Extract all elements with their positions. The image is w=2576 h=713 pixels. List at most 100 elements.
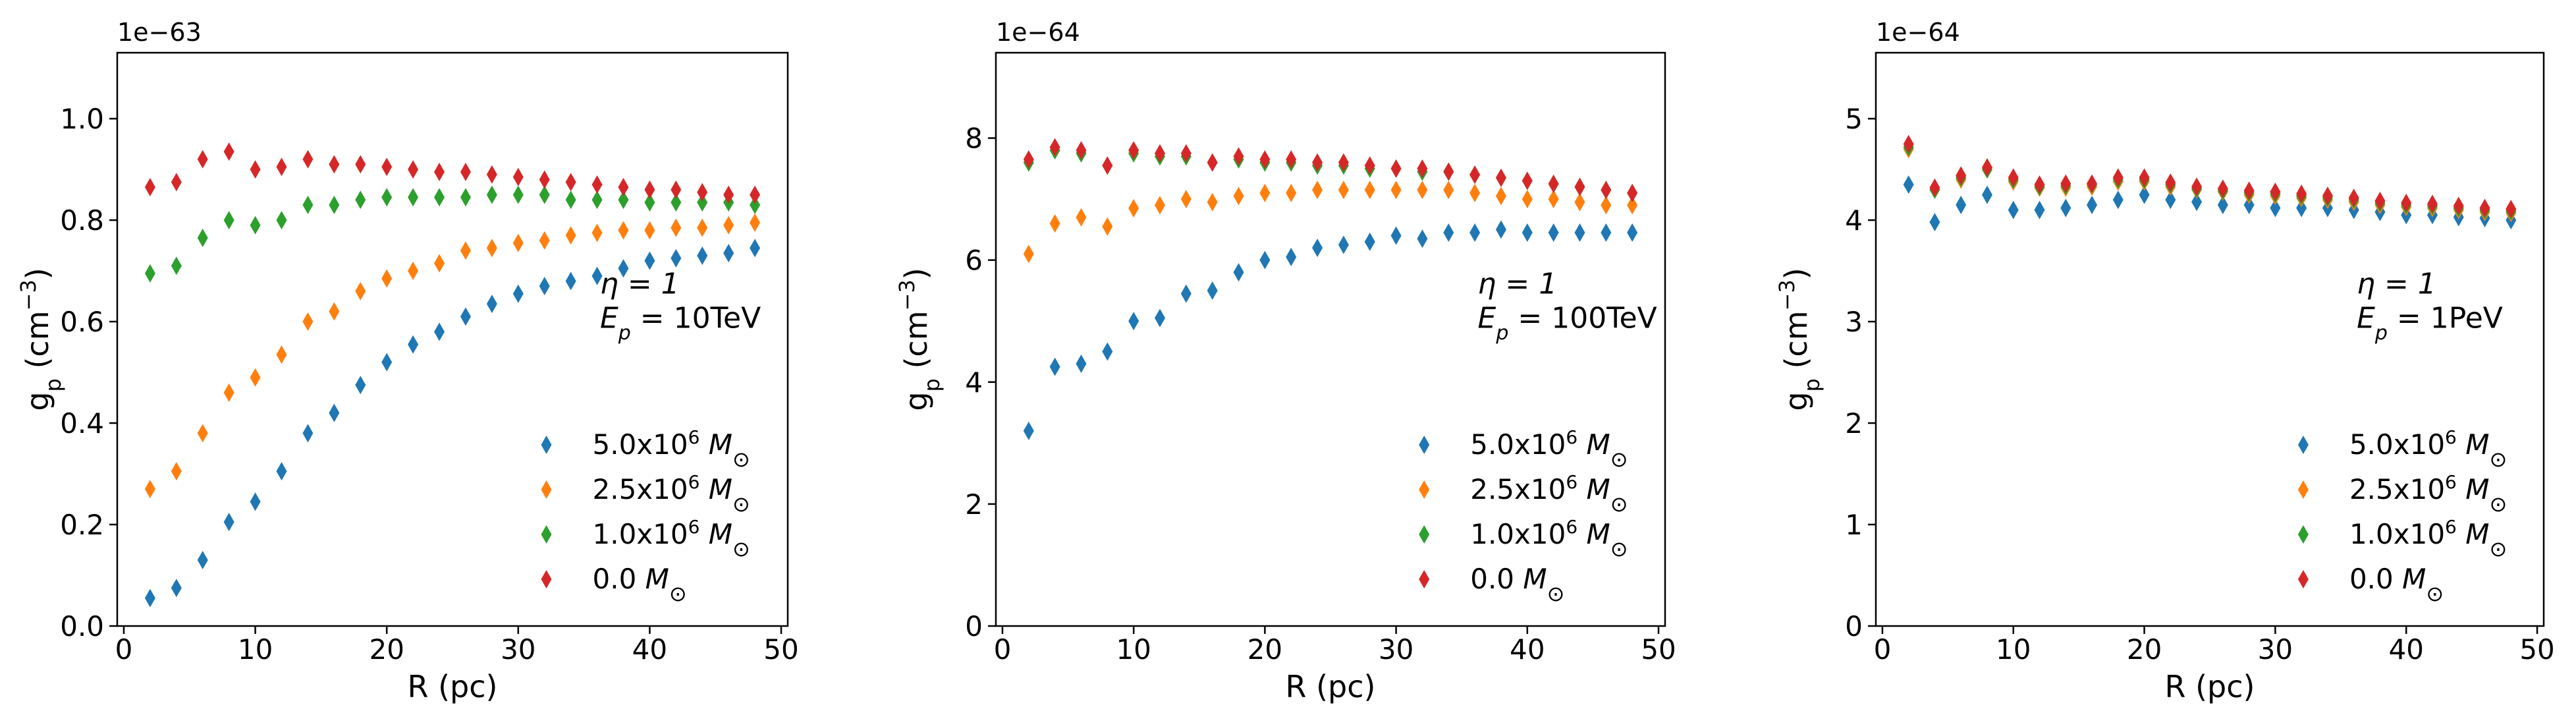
data-point <box>355 376 366 395</box>
x-axis-label: R (pc) <box>2165 669 2255 704</box>
series-1 <box>1023 220 1638 440</box>
data-point <box>591 175 603 194</box>
data-point <box>2087 174 2098 193</box>
data-point <box>381 269 393 288</box>
data-point <box>644 251 655 270</box>
data-point <box>329 302 340 321</box>
offset-text: 1e−64 <box>996 18 1080 47</box>
data-point <box>1286 150 1297 169</box>
series-2 <box>1903 140 2517 223</box>
data-point <box>2270 198 2281 217</box>
data-point <box>1128 312 1139 331</box>
data-point <box>1627 196 1638 215</box>
legend-label: 5.0x106 M⊙ <box>2349 426 2507 472</box>
data-point <box>1495 186 1506 206</box>
data-point <box>565 271 576 291</box>
y-tick-label: 0.8 <box>60 204 104 237</box>
series-4 <box>1903 134 2517 219</box>
data-point <box>408 160 419 179</box>
x-tick-label: 50 <box>2519 633 2554 666</box>
legend: 5.0x106 M⊙2.5x106 M⊙1.0x106 M⊙0.0 M⊙ <box>2297 426 2507 606</box>
data-point <box>1627 183 1638 202</box>
data-point <box>1364 181 1375 200</box>
data-point <box>302 424 314 443</box>
data-point <box>1417 229 1428 248</box>
y-tick-label: 8 <box>965 123 983 155</box>
data-point <box>2374 191 2386 210</box>
data-point <box>1929 178 1940 197</box>
data-point <box>671 193 682 212</box>
data-point <box>723 215 734 235</box>
legend-label: 2.5x106 M⊙ <box>593 471 750 517</box>
legend-marker <box>541 480 552 499</box>
data-point <box>1076 355 1087 374</box>
data-point <box>1102 217 1113 236</box>
data-point <box>250 215 261 235</box>
chart-panel-1: 0 10 20 30 40 50 0.0 0.2 0.4 0.6 0.8 1.0 1e−63 R (pc)… <box>16 18 799 704</box>
plot-frame <box>116 51 789 627</box>
data-point <box>197 550 208 569</box>
data-point <box>1338 181 1349 200</box>
x-tick-label: 40 <box>632 633 667 666</box>
data-point <box>2322 186 2333 206</box>
data-point <box>1155 308 1166 328</box>
legend-label: 0.0 M⊙ <box>2349 563 2444 606</box>
y-tick-label: 0.0 <box>60 610 104 642</box>
y-tick-label: 0 <box>965 610 983 642</box>
data-point <box>408 188 419 207</box>
data-point <box>302 150 314 169</box>
data-point <box>2453 196 2464 215</box>
data-point <box>171 579 182 598</box>
data-point <box>723 244 734 263</box>
data-point <box>1207 192 1218 212</box>
data-point <box>381 188 393 207</box>
data-point <box>329 403 340 422</box>
legend-marker <box>541 525 552 544</box>
data-point <box>2060 174 2071 193</box>
data-point <box>381 353 393 372</box>
data-point <box>1049 214 1060 233</box>
data-point <box>1102 342 1113 361</box>
data-point <box>1574 177 1585 196</box>
data-point <box>539 170 550 189</box>
data-point <box>144 480 155 499</box>
data-point <box>1102 156 1113 175</box>
data-point <box>250 368 261 387</box>
data-point <box>1521 190 1533 209</box>
data-point <box>2112 190 2124 210</box>
data-point <box>1259 183 1271 202</box>
data-point <box>697 193 708 212</box>
data-point <box>2296 185 2307 204</box>
data-point <box>2034 200 2045 219</box>
data-point <box>223 383 234 402</box>
data-point <box>2243 195 2255 214</box>
data-point <box>2479 198 2490 217</box>
legend-label: 1.0x106 M⊙ <box>1470 516 1628 562</box>
x-tick-label: 50 <box>763 633 798 666</box>
data-point <box>171 173 182 192</box>
legend-marker <box>1419 570 1430 588</box>
data-point <box>250 492 261 511</box>
data-point <box>2034 175 2045 194</box>
y-tick-label: 0.4 <box>60 407 104 440</box>
y-tick-label: 1.0 <box>60 103 104 135</box>
data-point <box>223 142 234 161</box>
data-point <box>1390 159 1402 178</box>
data-point <box>1233 147 1244 166</box>
x-axis-label: R (pc) <box>1286 669 1376 704</box>
data-point <box>1259 250 1271 270</box>
x-tick-label: 20 <box>369 633 404 666</box>
data-point <box>1049 357 1060 376</box>
data-point <box>644 180 655 199</box>
legend-label: 1.0x106 M⊙ <box>2349 516 2507 562</box>
x-tick-label: 30 <box>501 633 535 666</box>
y-tick-label: 0.6 <box>60 306 104 338</box>
data-point <box>302 312 314 331</box>
data-point <box>2139 168 2150 187</box>
data-point <box>434 188 445 207</box>
x-tick-label: 40 <box>2389 633 2424 666</box>
data-point <box>1286 248 1297 267</box>
data-point <box>1364 156 1375 175</box>
data-point <box>644 193 655 212</box>
annotation-energy: Ep = 10TeV <box>600 301 761 345</box>
